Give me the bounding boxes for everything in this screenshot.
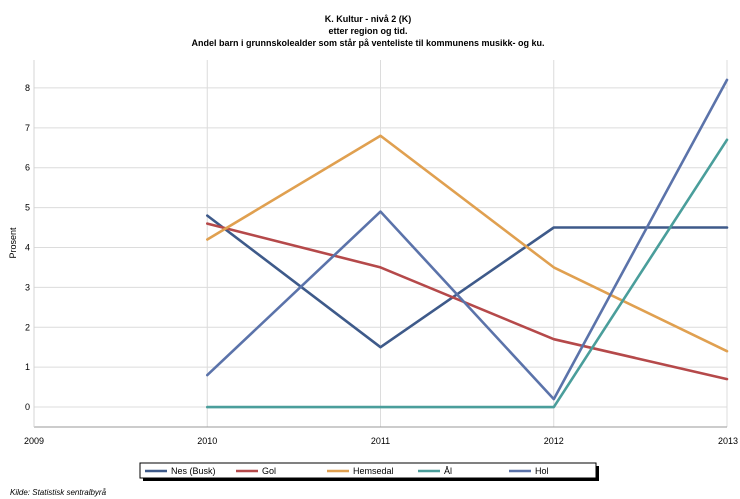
- legend-label: Hol: [535, 466, 549, 476]
- chart-subtitle-line-2: Andel barn i grunnskolealder som står på…: [191, 38, 544, 48]
- legend-label: Ål: [444, 466, 452, 476]
- y-tick-label: 6: [25, 163, 30, 173]
- y-tick-label: 3: [25, 282, 30, 292]
- series-line-4: [206, 78, 729, 401]
- x-tick-label: 2010: [197, 436, 217, 446]
- series-line-1: [206, 222, 729, 381]
- x-tick-label: 2011: [371, 436, 390, 446]
- legend-frame: [139, 462, 597, 479]
- y-tick-label: 7: [25, 123, 30, 133]
- y-tick-label: 0: [25, 402, 30, 412]
- x-tick-label: 2013: [718, 436, 738, 446]
- legend: Nes (Busk) Gol Hemsedal Ål Hol: [139, 462, 599, 481]
- y-tick-label: 2: [25, 322, 30, 332]
- chart-subtitle-line-1: etter region og tid.: [328, 26, 407, 36]
- x-tick-label: 2012: [544, 436, 564, 446]
- legend-label: Nes (Busk): [171, 466, 216, 476]
- y-tick-label: 4: [25, 242, 30, 252]
- legend-label: Gol: [262, 466, 276, 476]
- series-line-3: [206, 138, 729, 409]
- x-tick-label: 2009: [24, 436, 44, 446]
- legend-items: Nes (Busk) Gol Hemsedal Ål Hol: [145, 466, 549, 476]
- source-note: Kilde: Statistisk sentralbyrå: [10, 488, 107, 497]
- series-line-2: [206, 134, 729, 353]
- chart-title: K. Kultur - nivå 2 (K): [325, 14, 412, 24]
- plot-area: [33, 60, 729, 428]
- y-tick-label: 5: [25, 203, 30, 213]
- y-tick-label: 8: [25, 83, 30, 93]
- series-line-0: [206, 214, 729, 349]
- y-axis-label: Prosent: [8, 227, 18, 259]
- x-tick-labels: 2009 2010 2011 2012 2013: [24, 436, 738, 446]
- series-lines: [206, 78, 729, 409]
- y-tick-labels: 0 1 2 3 4 5 6 7 8: [25, 83, 30, 412]
- legend-label: Hemsedal: [353, 466, 394, 476]
- y-tick-label: 1: [25, 362, 30, 372]
